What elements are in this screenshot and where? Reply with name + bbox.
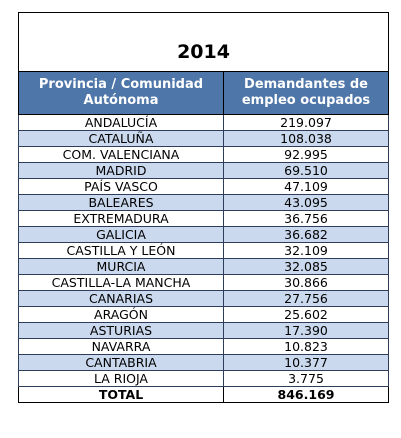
column-header-value: Demandantes de empleo ocupados [222, 71, 390, 115]
table-body: ANDALUCÍA 219.097 CATALUÑA 108.038 COM. VALE… [18, 114, 390, 387]
value-cell: 27.756 [222, 290, 390, 307]
value-cell: 32.085 [222, 258, 390, 275]
total-value: 846.169 [222, 386, 390, 403]
table-row: CASTILLA-LA MANCHA 30.866 [18, 274, 390, 291]
table-row: LA RIOJA 3.775 [18, 370, 390, 387]
value-cell: 92.995 [222, 146, 390, 163]
table-row: CANTABRIA 10.377 [18, 354, 390, 371]
region-cell: LA RIOJA [18, 370, 224, 387]
value-cell: 69.510 [222, 162, 390, 179]
region-cell: NAVARRA [18, 338, 224, 355]
value-cell: 43.095 [222, 194, 390, 211]
region-cell: ARAGÓN [18, 306, 224, 323]
value-cell: 36.682 [222, 226, 390, 243]
value-cell: 10.377 [222, 354, 390, 371]
region-cell: CANTABRIA [18, 354, 224, 371]
total-label: TOTAL [18, 386, 224, 403]
region-cell: EXTREMADURA [18, 210, 224, 227]
region-cell: BALEARES [18, 194, 224, 211]
region-cell: CANARIAS [18, 290, 224, 307]
table-row: MURCIA 32.085 [18, 258, 390, 275]
value-cell: 3.775 [222, 370, 390, 387]
value-cell: 10.823 [222, 338, 390, 355]
table-row: CANARIAS 27.756 [18, 290, 390, 307]
value-cell: 32.109 [222, 242, 390, 259]
region-cell: ANDALUCÍA [18, 114, 224, 131]
table-row: EXTREMADURA 36.756 [18, 210, 390, 227]
value-cell: 25.602 [222, 306, 390, 323]
region-cell: PAÍS VASCO [18, 178, 224, 195]
region-cell: MURCIA [18, 258, 224, 275]
column-header-region: Provincia / Comunidad Autónoma [18, 71, 224, 115]
region-cell: ASTURIAS [18, 322, 224, 339]
value-cell: 219.097 [222, 114, 390, 131]
table-row: MADRID 69.510 [18, 162, 390, 179]
region-cell: CATALUÑA [18, 130, 224, 147]
value-cell: 30.866 [222, 274, 390, 291]
table-row: ARAGÓN 25.602 [18, 306, 390, 323]
employment-table-container: 2014 Provincia / Comunidad Autónoma Dema… [17, 12, 390, 403]
value-cell: 47.109 [222, 178, 390, 195]
table-row: ANDALUCÍA 219.097 [18, 114, 390, 131]
table-row: ASTURIAS 17.390 [18, 322, 390, 339]
value-cell: 17.390 [222, 322, 390, 339]
table-row: CASTILLA Y LEÓN 32.109 [18, 242, 390, 259]
table-row: GALICIA 36.682 [18, 226, 390, 243]
table-row: PAÍS VASCO 47.109 [18, 178, 390, 195]
employment-table: 2014 Provincia / Comunidad Autónoma Dema… [17, 12, 390, 403]
region-cell: CASTILLA Y LEÓN [18, 242, 224, 259]
total-row: TOTAL 846.169 [18, 386, 390, 403]
region-cell: COM. VALENCIANA [18, 146, 224, 163]
table-row: COM. VALENCIANA 92.995 [18, 146, 390, 163]
table-row: BALEARES 43.095 [18, 194, 390, 211]
table-row: NAVARRA 10.823 [18, 338, 390, 355]
table-year-title: 2014 [17, 12, 390, 72]
region-cell: GALICIA [18, 226, 224, 243]
value-cell: 108.038 [222, 130, 390, 147]
region-cell: MADRID [18, 162, 224, 179]
region-cell: CASTILLA-LA MANCHA [18, 274, 224, 291]
table-row: CATALUÑA 108.038 [18, 130, 390, 147]
value-cell: 36.756 [222, 210, 390, 227]
